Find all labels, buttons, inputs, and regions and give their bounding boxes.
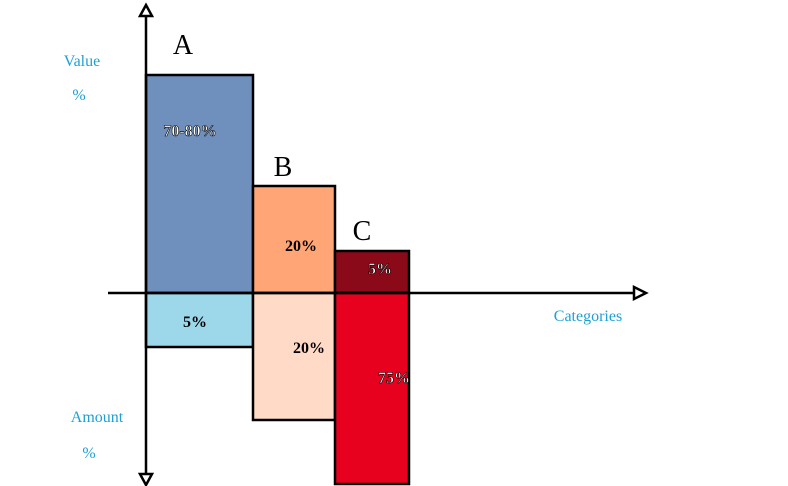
amount-label: Amount	[71, 409, 124, 426]
arrow-right	[632, 284, 649, 302]
boxes	[144, 73, 411, 486]
axes	[108, 2, 649, 486]
box-label: 5%	[368, 261, 392, 278]
box-label: 20%	[285, 238, 317, 255]
box-a-lower	[144, 291, 255, 349]
value-label: Value	[64, 53, 100, 70]
category-name: A	[173, 30, 194, 61]
categories-label: Categories	[554, 308, 622, 325]
box-label: 20%	[293, 340, 325, 357]
box-label: 75%	[378, 370, 410, 387]
box-a-upper	[144, 73, 255, 295]
value-unit: %	[72, 87, 85, 104]
amount-unit: %	[82, 445, 95, 462]
box-label: 5%	[183, 314, 207, 331]
arrow-up	[137, 2, 155, 18]
box-label: 70-80%	[163, 123, 216, 140]
arrow-down	[137, 472, 155, 486]
box-c-lower	[333, 291, 411, 486]
category-name: B	[274, 152, 293, 183]
category-name: C	[353, 216, 372, 247]
